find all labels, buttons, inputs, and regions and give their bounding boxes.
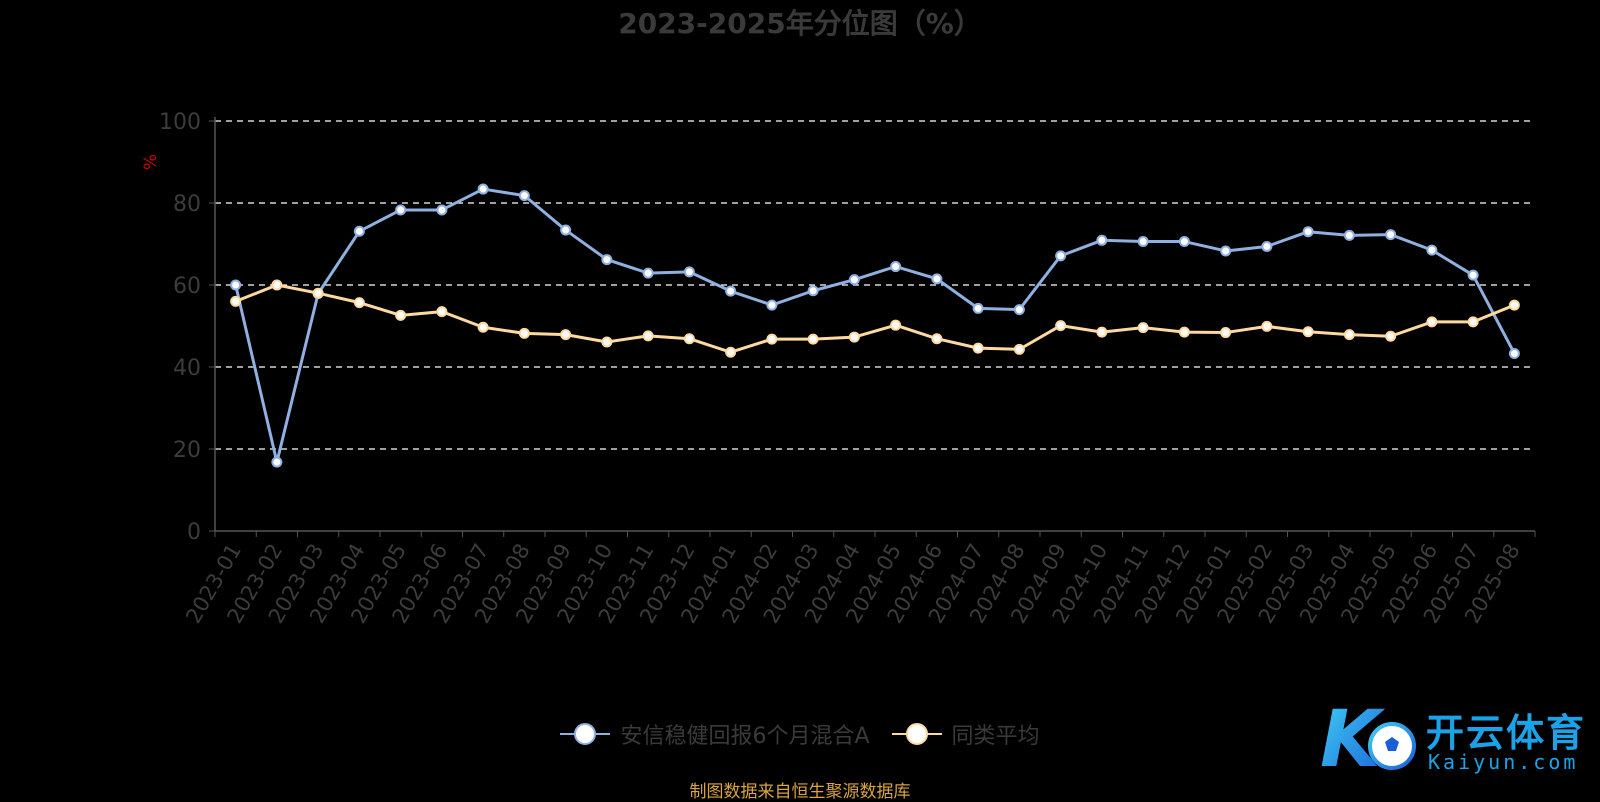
axes (209, 117, 1536, 537)
data-point-s1-2023-11 (642, 330, 654, 342)
chart-title: 2023-2025年分位图（%） (618, 7, 982, 40)
data-point-s0-2024-06 (931, 273, 943, 285)
data-point-s1-2024-11 (1137, 322, 1149, 334)
data-point-s1-2024-08 (1013, 343, 1025, 355)
y-axis-unit: % (141, 154, 161, 170)
kaiyun-logo-icon: K (1320, 695, 1416, 785)
data-point-s1-2024-02 (766, 333, 778, 345)
y-tick-label-20: 20 (173, 438, 201, 463)
data-point-s0-2023-11 (642, 267, 654, 279)
data-point-s1-2025-01 (1220, 327, 1232, 339)
data-point-s1-2024-04 (848, 331, 860, 343)
data-point-s0-2025-05 (1385, 229, 1397, 241)
data-point-s0-2023-10 (601, 254, 613, 266)
watermark-brand: 开云体育 (1426, 711, 1587, 755)
data-point-s0-2024-05 (890, 261, 902, 273)
data-point-s1-2023-03 (312, 287, 324, 299)
data-point-s1-2024-03 (807, 333, 819, 345)
data-point-s0-2024-09 (1055, 250, 1067, 262)
data-point-s1-2025-08 (1508, 299, 1520, 311)
data-point-s0-2025-03 (1302, 226, 1314, 238)
data-point-s0-2024-07 (972, 302, 984, 314)
watermark: K 开云体育 Kaiyun.com (1318, 695, 1588, 785)
data-point-s1-2024-01 (725, 346, 737, 358)
data-point-s0-2023-06 (436, 204, 448, 216)
legend: 安信稳健回报6个月混合A 同类平均 (0, 718, 1600, 750)
data-point-s1-2023-06 (436, 306, 448, 318)
y-tick-label-100: 100 (159, 110, 201, 135)
data-point-s1-2024-12 (1178, 326, 1190, 338)
data-point-s1-2023-10 (601, 336, 613, 348)
data-point-s0-2024-11 (1137, 236, 1149, 248)
data-point-s0-2025-08 (1508, 347, 1520, 359)
data-point-s0-2023-02 (271, 456, 283, 468)
data-point-s0-2023-12 (683, 266, 695, 278)
data-point-s1-2025-03 (1302, 326, 1314, 338)
data-point-s0-2025-06 (1426, 244, 1438, 256)
y-tick-label-40: 40 (173, 356, 201, 381)
tick-labels: 020406080100%2023-012023-022023-032023-0… (141, 110, 1525, 627)
legend-label-fund: 安信稳健回报6个月混合A (620, 724, 870, 749)
legend-symbol-fund (560, 721, 611, 747)
data-point-s0-2023-09 (560, 224, 572, 236)
data-point-s0-2025-07 (1467, 269, 1479, 281)
legend-symbol-peer (891, 721, 942, 747)
y-tick-label-60: 60 (173, 274, 201, 299)
legend-item-fund[interactable]: 安信稳健回报6个月混合A (560, 718, 870, 750)
data-point-s1-2023-08 (518, 327, 530, 339)
legend-dot-fund (574, 723, 597, 745)
data-point-s0-2023-08 (518, 190, 530, 202)
data-point-s0-2025-04 (1343, 229, 1355, 241)
legend-dot-peer (905, 723, 928, 745)
data-point-s1-2023-05 (395, 309, 407, 321)
data-point-s0-2023-01 (230, 279, 242, 291)
data-point-s1-2023-07 (477, 321, 489, 333)
data-point-s1-2023-01 (230, 295, 242, 307)
data-point-s0-2024-08 (1013, 304, 1025, 316)
grid-lines (215, 120, 1535, 450)
data-point-s1-2023-09 (560, 329, 572, 341)
data-point-s1-2025-05 (1385, 330, 1397, 342)
data-point-s1-2024-09 (1055, 320, 1067, 332)
data-point-s0-2024-12 (1178, 236, 1190, 248)
data-point-s1-2025-02 (1261, 320, 1273, 332)
watermark-domain: Kaiyun.com (1428, 750, 1579, 774)
data-point-s0-2025-02 (1261, 240, 1273, 252)
data-point-s1-2023-12 (683, 333, 695, 345)
soccer-ball-patch (1385, 737, 1399, 751)
series-line-1 (235, 283, 1515, 354)
y-tick-label-0: 0 (187, 520, 201, 545)
data-point-s0-2024-10 (1096, 234, 1108, 246)
data-point-s0-2024-04 (848, 274, 860, 286)
legend-item-peer[interactable]: 同类平均 (891, 718, 1040, 750)
data-point-s1-2024-07 (972, 342, 984, 354)
source-note: 制图数据来自恒生聚源数据库 (689, 782, 911, 802)
data-point-s1-2025-07 (1467, 316, 1479, 328)
data-point-s1-2024-06 (931, 333, 943, 345)
data-point-s0-2024-03 (807, 285, 819, 297)
data-point-s1-2023-04 (353, 297, 365, 309)
series-line-0 (234, 187, 1516, 464)
data-point-s1-2025-04 (1343, 329, 1355, 341)
data-point-s1-2024-05 (890, 319, 902, 331)
percentile-line-chart: 020406080100%2023-012023-022023-032023-0… (141, 110, 1536, 627)
legend-label-peer: 同类平均 (951, 724, 1040, 749)
data-point-s1-2024-10 (1096, 326, 1108, 338)
data-point-s1-2023-02 (271, 279, 283, 291)
series-layer (230, 183, 1520, 468)
data-point-s0-2023-05 (395, 204, 407, 216)
data-point-s0-2024-02 (766, 299, 778, 311)
data-point-s0-2025-01 (1220, 245, 1232, 257)
data-point-s0-2023-07 (477, 183, 489, 195)
y-tick-label-80: 80 (173, 192, 201, 217)
data-point-s0-2023-04 (353, 225, 365, 237)
data-point-s1-2025-06 (1426, 316, 1438, 328)
data-point-s0-2024-01 (725, 285, 737, 297)
